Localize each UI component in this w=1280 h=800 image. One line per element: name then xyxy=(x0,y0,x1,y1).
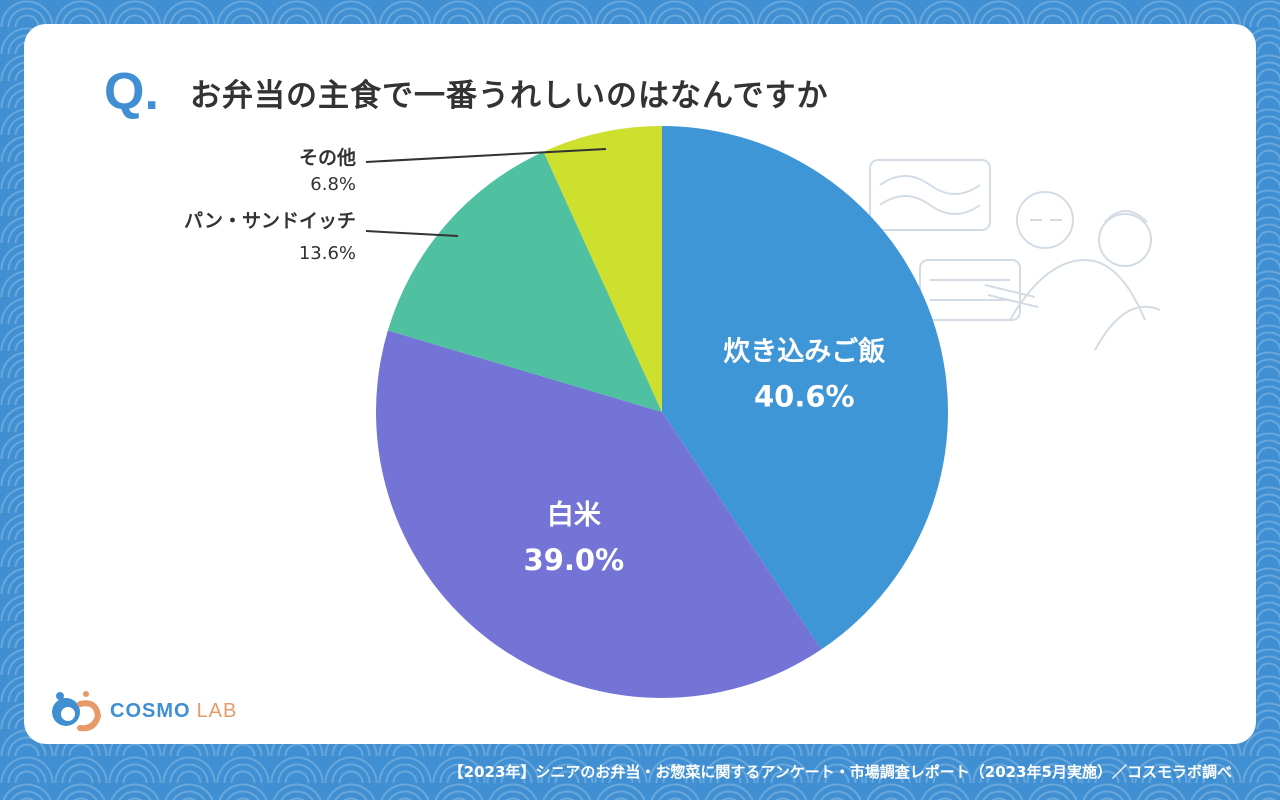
logo-word-cosmo: COSMO xyxy=(110,700,191,722)
slice-label-0: 炊き込みご飯 xyxy=(723,336,885,368)
pie-slice-3 xyxy=(543,126,662,412)
source-caption: 【2023年】シニアのお弁当・お惣菜に関するアンケート・市場調査レポート（202… xyxy=(448,763,1232,781)
question-mark: Q. xyxy=(104,63,159,121)
leader-line-3 xyxy=(365,148,607,163)
slice-label-3: その他 xyxy=(299,146,356,169)
pie-slice-0 xyxy=(662,126,948,650)
slice-value-2: 13.6% xyxy=(299,243,356,264)
pie-slice-2 xyxy=(387,151,662,412)
slice-value-1: 39.0% xyxy=(524,543,625,577)
chart-title: お弁当の主食で一番うれしいのはなんですか xyxy=(190,78,829,114)
pie-slice-1 xyxy=(375,330,822,698)
slice-value-3: 6.8% xyxy=(310,174,356,195)
slice-label-2: パン・サンドイッチ xyxy=(184,210,356,232)
logo-wordmark: COSMO LAB xyxy=(110,700,237,723)
slice-label-1: 白米 xyxy=(547,499,601,531)
cosmo-lab-logo xyxy=(52,691,102,732)
leader-line-2 xyxy=(365,230,459,237)
logo-word-lab: LAB xyxy=(196,700,238,722)
slice-value-0: 40.6% xyxy=(754,380,855,414)
